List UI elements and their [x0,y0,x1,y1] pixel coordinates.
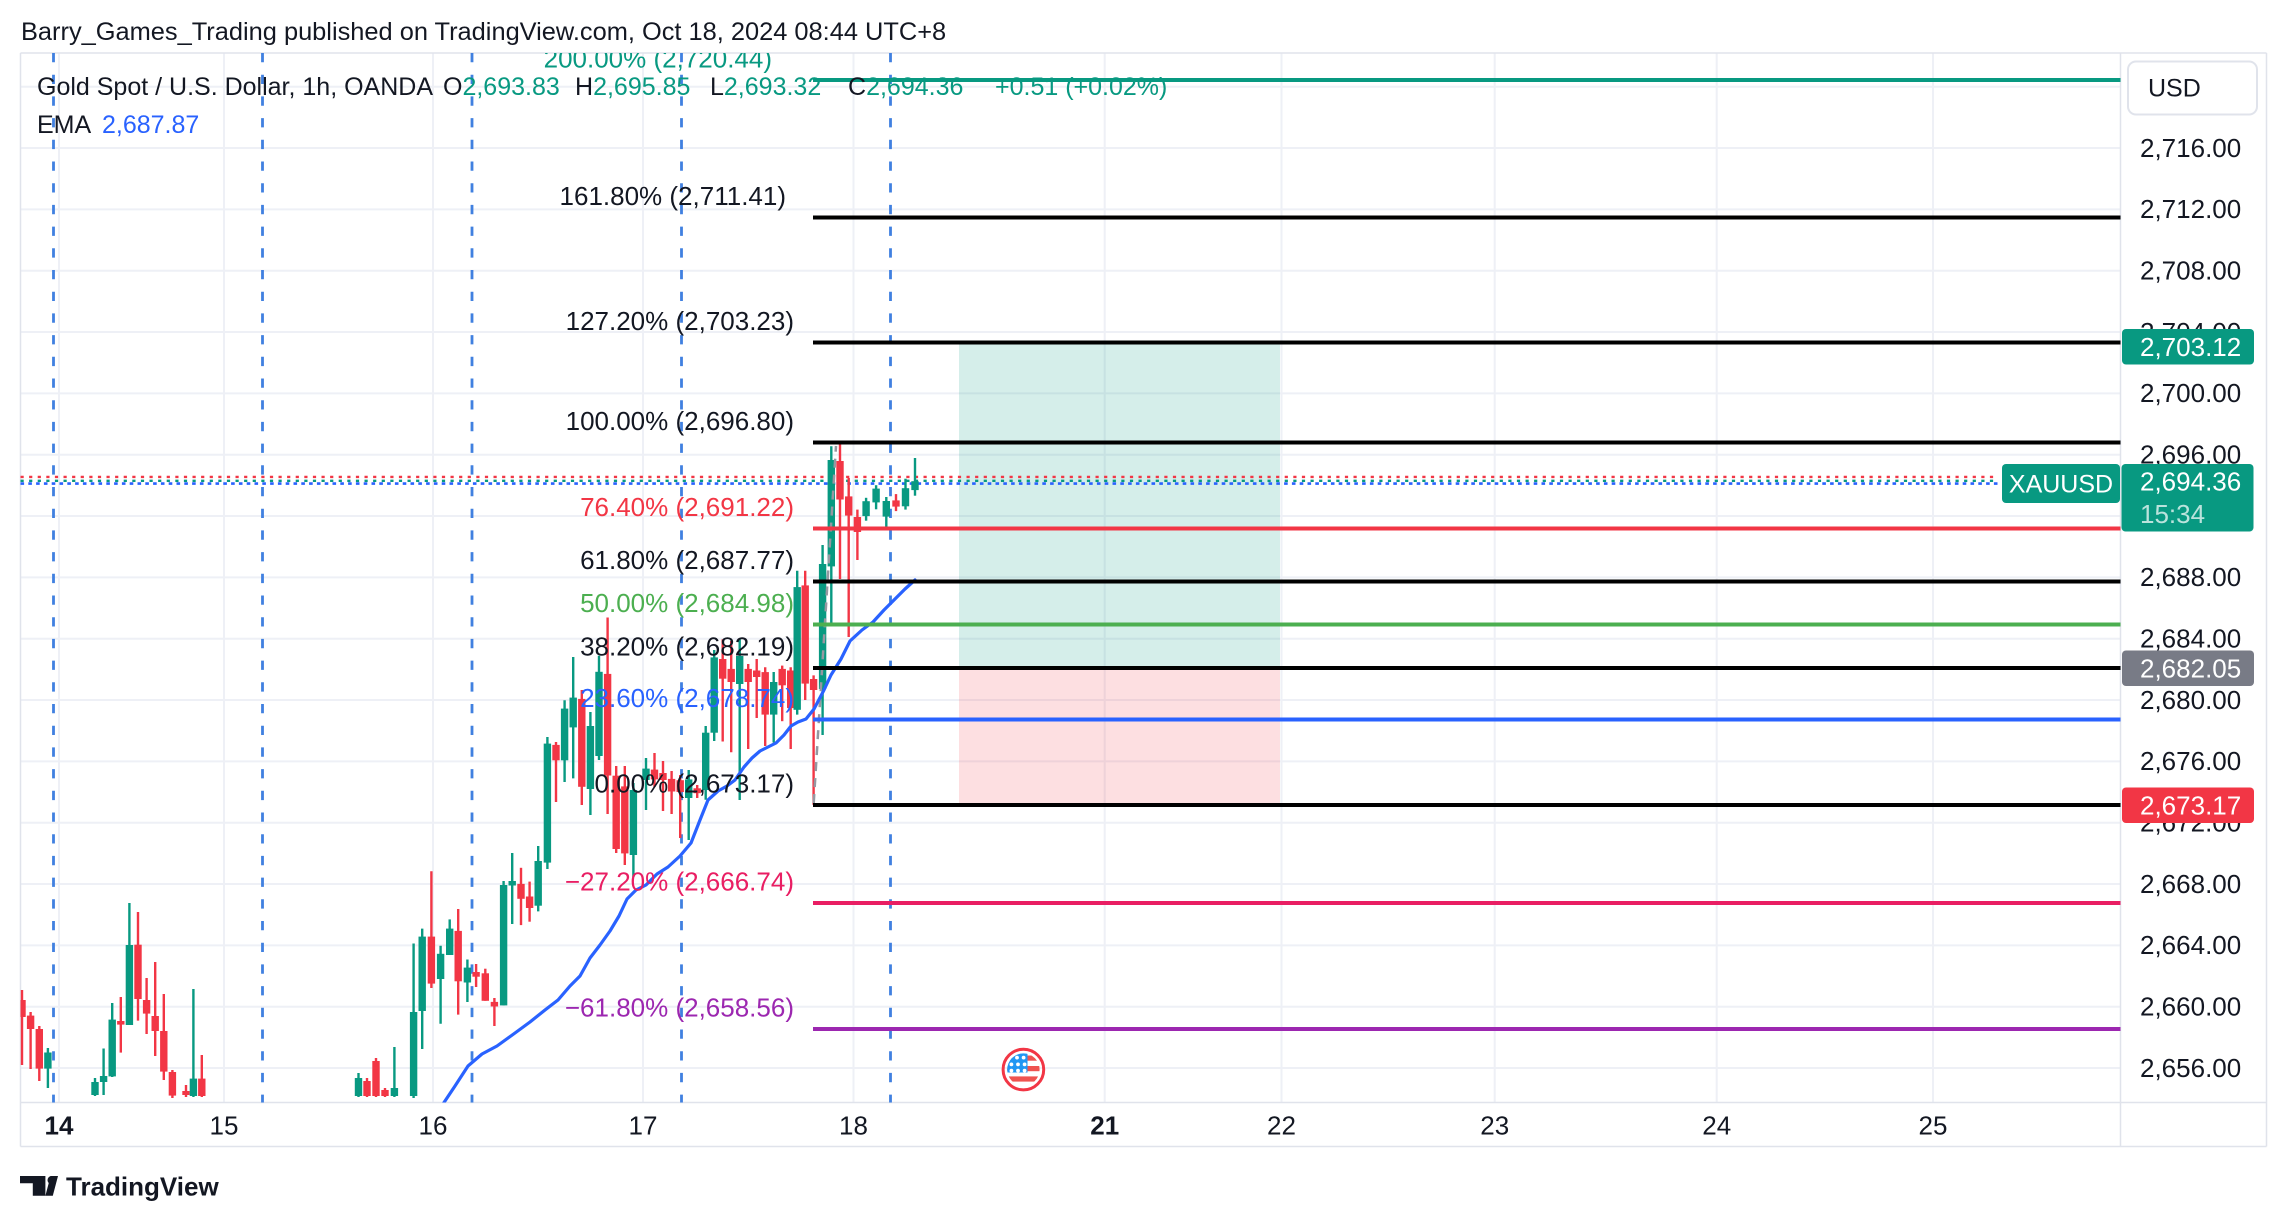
svg-text:EMA 2,687.87: EMA 2,687.87 [37,111,199,139]
svg-text:−27.20% (2,666.74): −27.20% (2,666.74) [565,867,794,897]
svg-text:2,684.00: 2,684.00 [2140,624,2241,654]
svg-text:2,656.00: 2,656.00 [2140,1053,2241,1083]
svg-text:61.80% (2,687.77): 61.80% (2,687.77) [580,545,794,575]
svg-text:Gold Spot / U.S. Dollar, 1h, O: Gold Spot / U.S. Dollar, 1h, OANDA O2,693… [37,73,1167,101]
svg-text:2,716.00: 2,716.00 [2140,133,2241,163]
svg-text:Barry_Games_Trading published: Barry_Games_Trading published on Trading… [21,18,946,46]
svg-text:2,700.00: 2,700.00 [2140,378,2241,408]
svg-text:15: 15 [210,1111,239,1141]
svg-text:16: 16 [419,1111,448,1141]
svg-text:USD: USD [2148,74,2201,102]
svg-text:2,682.05: 2,682.05 [2140,653,2241,683]
svg-text:24: 24 [1702,1111,1731,1141]
svg-text:2,680.00: 2,680.00 [2140,685,2241,715]
svg-text:15:34: 15:34 [2140,499,2205,529]
svg-text:2,660.00: 2,660.00 [2140,992,2241,1022]
svg-text:23.60% (2,678.74): 23.60% (2,678.74) [580,683,794,713]
svg-text:2,668.00: 2,668.00 [2140,869,2241,899]
svg-text:200.00% (2,720.44): 200.00% (2,720.44) [544,44,772,74]
svg-text:76.40% (2,691.22): 76.40% (2,691.22) [580,492,794,522]
svg-text:TradingView: TradingView [66,1172,219,1202]
svg-text:23: 23 [1480,1111,1509,1141]
svg-text:17: 17 [629,1111,658,1141]
svg-text:22: 22 [1267,1111,1296,1141]
svg-text:127.20% (2,703.23): 127.20% (2,703.23) [566,306,794,336]
svg-text:18: 18 [839,1111,868,1141]
svg-text:2,664.00: 2,664.00 [2140,930,2241,960]
svg-text:25: 25 [1919,1111,1948,1141]
svg-text:2,688.00: 2,688.00 [2140,562,2241,592]
svg-text:2,703.12: 2,703.12 [2140,332,2241,362]
svg-text:100.00% (2,696.80): 100.00% (2,696.80) [566,406,794,436]
svg-text:2,694.36: 2,694.36 [2140,467,2241,497]
svg-text:14: 14 [45,1111,74,1141]
svg-text:50.00% (2,684.98): 50.00% (2,684.98) [580,588,794,618]
svg-text:161.80% (2,711.41): 161.80% (2,711.41) [560,181,786,211]
svg-text:XAUUSD: XAUUSD [2009,470,2113,498]
svg-text:−61.80% (2,658.56): −61.80% (2,658.56) [565,993,794,1023]
svg-text:2,708.00: 2,708.00 [2140,256,2241,286]
svg-text:38.20% (2,682.19): 38.20% (2,682.19) [580,632,794,662]
svg-text:21: 21 [1090,1111,1119,1141]
svg-text:2,676.00: 2,676.00 [2140,746,2241,776]
svg-text:0.00% (2,673.17): 0.00% (2,673.17) [595,769,794,799]
svg-text:2,712.00: 2,712.00 [2140,194,2241,224]
svg-text:2,673.17: 2,673.17 [2140,790,2241,820]
